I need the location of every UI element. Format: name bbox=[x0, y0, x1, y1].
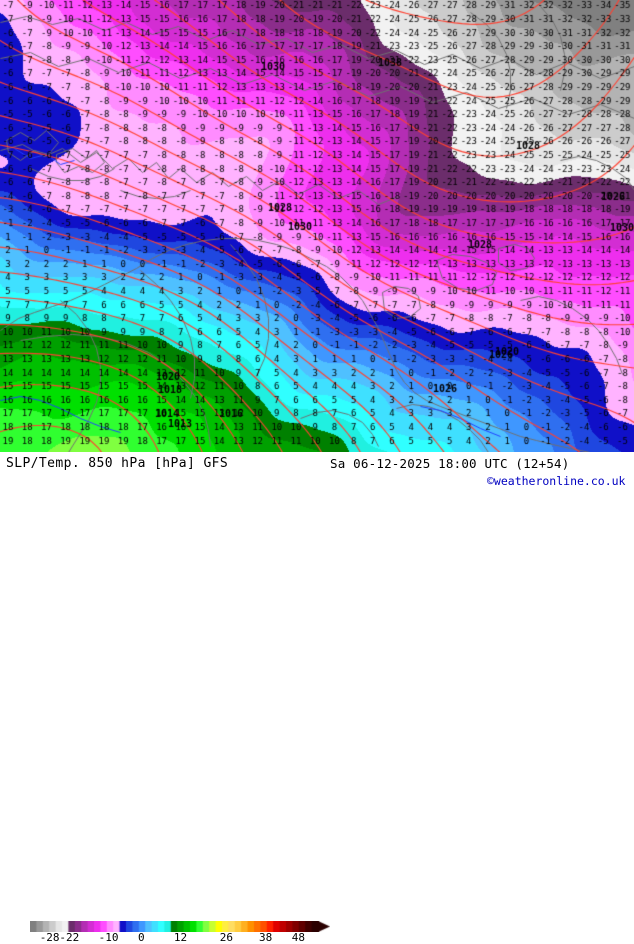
colorbar-tick--10: -10 bbox=[98, 931, 119, 944]
colorbar-tick--22: -22 bbox=[59, 931, 80, 944]
copyright-link[interactable]: ©weatheronline.co.uk bbox=[487, 474, 626, 488]
colorbar-tick-26: 26 bbox=[219, 931, 233, 944]
colorbar-tick-labels: -28 -22 -10 0 12 26 38 48 bbox=[30, 931, 330, 944]
colorbar-tick-38: 38 bbox=[259, 931, 273, 944]
colorbar-tick-0: 0 bbox=[137, 931, 145, 944]
valid-time-stamp: Sa 06-12-2025 18:00 UTC (12+54) bbox=[330, 456, 570, 471]
colorbar-tick--28: -28 bbox=[39, 931, 60, 944]
weather-map[interactable] bbox=[0, 0, 634, 452]
colorbar-tick-12: 12 bbox=[173, 931, 188, 944]
isobar-label-layer bbox=[0, 0, 634, 452]
chart-footer: SLP/Temp. 850 hPa [hPa] GFS Sa 06-12-202… bbox=[0, 452, 634, 944]
chart-title: SLP/Temp. 850 hPa [hPa] GFS bbox=[6, 456, 229, 471]
legend-colorbar: -28 -22 -10 0 12 26 38 48 bbox=[30, 921, 330, 944]
colorbar-tick-48: 48 bbox=[291, 931, 305, 944]
